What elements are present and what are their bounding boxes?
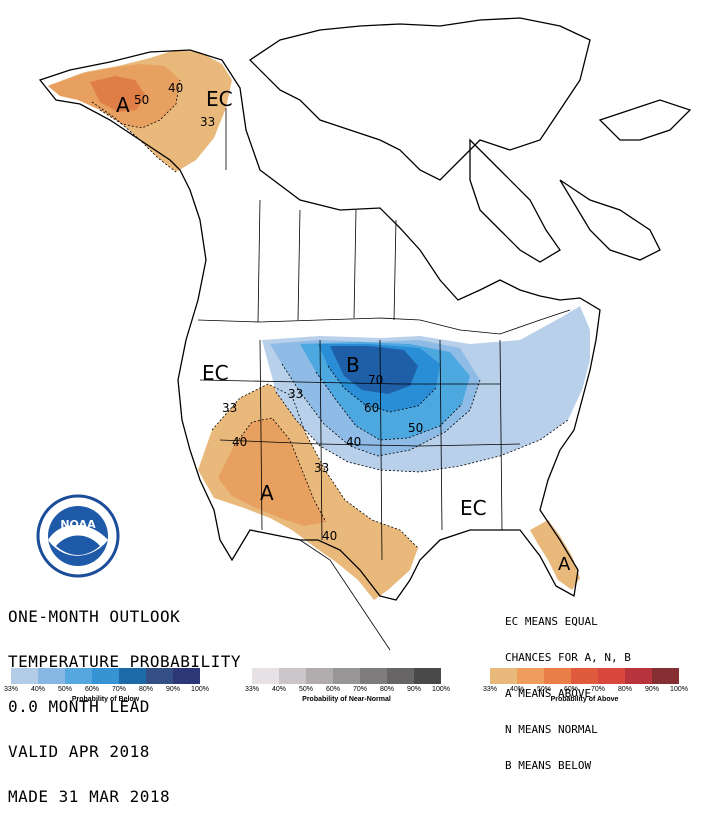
note-line-5: B MEANS BELOW xyxy=(505,759,592,772)
contour-60-plains-label: 60 xyxy=(364,401,379,415)
legend-below-tick-label: 90% xyxy=(165,686,181,693)
legend-below-swatch xyxy=(146,668,173,684)
legend-normal-tick-label: 80% xyxy=(379,686,395,693)
legend-above-tick-label: 60% xyxy=(563,686,579,693)
legend-above-swatch xyxy=(490,668,517,684)
b-north-label: B xyxy=(346,353,360,377)
contour-50-plains-label: 50 xyxy=(408,421,423,435)
legend-normal-swatch xyxy=(333,668,360,684)
probability-contours xyxy=(91,79,569,549)
contour-33-west-label: 33 xyxy=(222,401,237,415)
outlook-map: EC EC EC A A A B 40 50 33 33 40 40 33 33… xyxy=(36,17,692,651)
note-line-3: A MEANS ABOVE xyxy=(505,687,592,700)
a-florida-label: A xyxy=(558,554,571,575)
legend-normal-tick-label: 33% xyxy=(244,686,260,693)
contour-33-plains-label: 33 xyxy=(288,387,303,401)
legend-below-title: Probability of Below xyxy=(71,696,140,703)
contour-40-texas-label: 40 xyxy=(322,529,337,543)
noaa-logo-text: NOAA xyxy=(60,518,96,531)
legend-below-tick-label: 70% xyxy=(111,686,127,693)
legend-above-tick-label: 70% xyxy=(590,686,606,693)
legend-below: 33% 40% 50% 60% 70% 80% 90% 100% Probability of… xyxy=(4,668,209,707)
legend-above-ticks: 33% 40% 50% 60% 70% 80% 90% 100% xyxy=(483,686,688,698)
note-line-4: N MEANS NORMAL xyxy=(505,723,598,736)
legend-above-title: Probability of Above xyxy=(550,696,619,703)
legend-below-swatch xyxy=(38,668,65,684)
title-line-4: VALID APR 2018 xyxy=(8,742,150,761)
legend-above-tick-label: 80% xyxy=(617,686,633,693)
contour-50-alaska-label: 50 xyxy=(134,93,149,107)
a-alaska-label: A xyxy=(116,93,130,117)
legend-above-tick-label: 50% xyxy=(536,686,552,693)
legend-below-swatch xyxy=(173,668,200,684)
legend-normal-swatches xyxy=(252,668,441,684)
alaska-above-50-region xyxy=(90,76,146,112)
legend-normal-tick-label: 40% xyxy=(271,686,287,693)
political-boundaries xyxy=(197,108,571,651)
legend-below-tick-label: 100% xyxy=(191,686,209,693)
legend-above-tick-label: 100% xyxy=(670,686,688,693)
legend-below-swatch xyxy=(119,668,146,684)
legend-above-swatches xyxy=(490,668,679,684)
ec-southeast-label: EC xyxy=(460,496,487,520)
title-line-2: TEMPERATURE PROBABILITY xyxy=(8,652,242,671)
legend-above-swatch xyxy=(625,668,652,684)
legend-above: 33% 40% 50% 60% 70% 80% 90% 100% Probability of… xyxy=(483,668,688,707)
legend-normal-swatch xyxy=(387,668,414,684)
legend-normal: 33% 40% 50% 60% 70% 80% 90% 100% Probability of… xyxy=(245,668,450,707)
legend-above-swatch xyxy=(652,668,679,684)
title-line-5: MADE 31 MAR 2018 xyxy=(8,787,171,806)
legend-normal-ticks: 33% 40% 50% 60% 70% 80% 90% 100% xyxy=(245,686,450,698)
noaa-logo: NOAA xyxy=(36,494,120,578)
legend-above-swatch xyxy=(544,668,571,684)
contour-70-plains-label: 70 xyxy=(368,373,383,387)
legend-normal-swatch xyxy=(279,668,306,684)
legend-normal-tick-label: 50% xyxy=(298,686,314,693)
legend-below-tick-label: 33% xyxy=(3,686,19,693)
contour-33-south-label: 33 xyxy=(314,461,329,475)
legend-below-tick-label: 40% xyxy=(30,686,46,693)
note-line-1: EC MEANS EQUAL xyxy=(505,615,598,628)
ec-west-label: EC xyxy=(202,361,229,385)
legend-normal-swatch xyxy=(252,668,279,684)
contour-40-west-label: 40 xyxy=(232,435,247,449)
legend-above-tick-label: 90% xyxy=(644,686,660,693)
legend-below-swatch xyxy=(92,668,119,684)
legend-below-swatch xyxy=(11,668,38,684)
contour-40-alaska-label: 40 xyxy=(168,81,183,95)
legend-normal-tick-label: 100% xyxy=(432,686,450,693)
contour-33-alaska-label: 33 xyxy=(200,115,215,129)
southwest-above-40-region xyxy=(218,418,326,526)
continent-outline xyxy=(38,17,692,601)
legend-below-swatches xyxy=(11,668,200,684)
legend-normal-tick-label: 90% xyxy=(406,686,422,693)
legend-below-ticks: 33% 40% 50% 60% 70% 80% 90% 100% xyxy=(4,686,209,698)
legend-normal-swatch xyxy=(360,668,387,684)
ec-alaska-label: EC xyxy=(206,87,233,111)
legend-normal-tick-label: 60% xyxy=(325,686,341,693)
legend-normal-swatch xyxy=(414,668,441,684)
legend-above-swatch xyxy=(598,668,625,684)
legend-normal-tick-label: 70% xyxy=(352,686,368,693)
legend-below-tick-label: 80% xyxy=(138,686,154,693)
note-line-2: CHANCES FOR A, N, B xyxy=(505,651,631,664)
legend-normal-title: Probability of Near-Normal xyxy=(302,696,391,703)
legend-below-tick-label: 50% xyxy=(57,686,73,693)
below-70-region xyxy=(330,346,418,394)
legend-above-tick-label: 33% xyxy=(482,686,498,693)
legend-above-swatch xyxy=(571,668,598,684)
contour-40-plains-label: 40 xyxy=(346,435,361,449)
florida-above-33-region xyxy=(530,520,580,590)
legend-above-swatch xyxy=(517,668,544,684)
a-southwest-label: A xyxy=(260,481,274,505)
legend-below-tick-label: 60% xyxy=(84,686,100,693)
legend-normal-swatch xyxy=(306,668,333,684)
legend-below-swatch xyxy=(65,668,92,684)
title-line-1: ONE-MONTH OUTLOOK xyxy=(8,607,181,626)
legend-above-tick-label: 40% xyxy=(509,686,525,693)
